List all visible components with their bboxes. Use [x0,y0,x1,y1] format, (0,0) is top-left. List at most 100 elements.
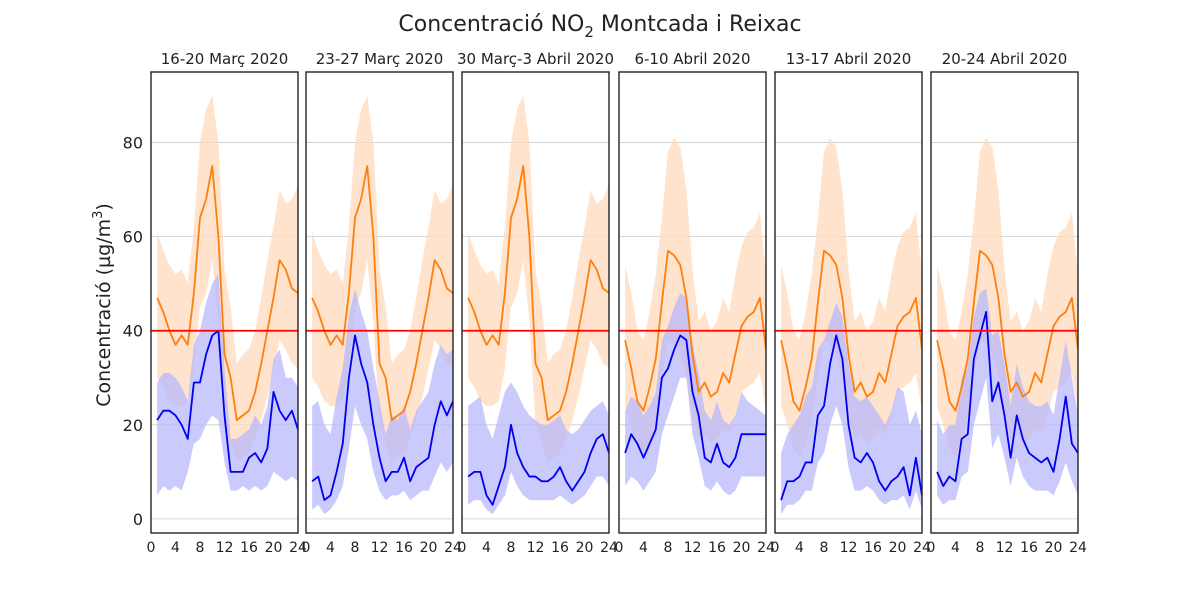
current-series-line [624,334,766,469]
panel-title: 16-20 Març 2020 [161,50,289,68]
current-range-band [937,288,1078,505]
panel-2: 23-27 Març 2020 0 4 8 12 16 20 24 [302,50,462,556]
panel-title: 13-17 Abril 2020 [786,50,912,68]
current-range-band [468,382,609,515]
x-tick-label-12: 12 [684,540,702,556]
x-tick-label-16: 16 [1020,540,1038,556]
x-tick-label-0: 0 [615,540,624,556]
chart-title-suffix: Montcada i Reixac [594,12,802,37]
panel-frame [305,71,454,534]
x-tick-label-24: 24 [1069,540,1087,556]
x-tick-label-16: 16 [240,540,258,556]
current-series-line [467,423,609,506]
x-tick-label-12: 12 [371,540,389,556]
x-tick-label-8: 8 [976,540,985,556]
x-tick-label-20: 20 [889,540,907,556]
x-tick-label-8: 8 [664,540,673,556]
x-tick-label-4: 4 [951,540,960,556]
y-tick-label-0: 0 [133,510,143,529]
x-tick-label-8: 8 [820,540,829,556]
x-tick-label-12: 12 [996,540,1014,556]
panel-3: 30 Març-3 Abril 2020 0 4 8 12 16 20 24 [457,50,618,556]
y-axis-label-end: ) [93,203,115,210]
y-tick-label-60: 60 [123,228,143,247]
current-series-line [156,329,298,473]
historic-series-line [311,165,453,422]
panel-6: 20-24 Abril 2020 0 4 8 12 16 20 24 [927,50,1087,556]
x-tick-label-24: 24 [289,540,307,556]
panel-title: 23-27 Març 2020 [316,50,444,68]
x-tick-label-20: 20 [265,540,283,556]
x-tick-label-12: 12 [840,540,858,556]
x-tick-label-24: 24 [757,540,775,556]
y-axis-label-main: Concentració (µg/m [93,219,115,407]
x-tick-label-20: 20 [576,540,594,556]
panel-frame [930,71,1079,534]
panel-title: 6-10 Abril 2020 [634,50,750,68]
x-tick-label-4: 4 [639,540,648,556]
x-tick-label-0: 0 [147,540,156,556]
x-tick-label-12: 12 [216,540,234,556]
panel-title: 20-24 Abril 2020 [942,50,1068,68]
panel-4: 6-10 Abril 2020 0 4 8 12 16 20 24 [615,50,775,556]
x-tick-label-0: 0 [458,540,467,556]
x-tick-label-20: 20 [420,540,438,556]
y-tick-label-40: 40 [123,322,143,341]
chart-title-prefix: Concentració NO [398,12,584,37]
current-series-line [936,311,1078,487]
historic-series-line [467,165,609,422]
x-tick-label-24: 24 [913,540,931,556]
panel-plot-area [624,137,766,496]
x-tick-label-16: 16 [864,540,882,556]
panel-plot-area [936,137,1078,505]
x-tick-label-8: 8 [351,540,360,556]
panel-title: 30 Març-3 Abril 2020 [457,50,614,68]
y-axis-label: Concentració (µg/m3) [91,203,115,407]
x-tick-label-0: 0 [302,540,311,556]
panel-plot-area [780,137,922,515]
y-tick-label-20: 20 [123,416,143,435]
x-tick-label-4: 4 [171,540,180,556]
x-tick-label-12: 12 [527,540,545,556]
y-tick-label-80: 80 [123,134,143,153]
x-tick-label-4: 4 [482,540,491,556]
x-tick-label-20: 20 [1045,540,1063,556]
x-tick-label-16: 16 [551,540,569,556]
historic-series-line [156,165,298,422]
panel-frame [150,71,299,534]
panel-frame [461,71,610,534]
y-axis-label-superscript: 3 [91,211,106,219]
historic-series-line [624,249,766,412]
current-series-line [311,334,453,501]
current-range-band [781,302,922,515]
x-tick-label-4: 4 [795,540,804,556]
current-range-band [157,274,298,496]
current-range-band [625,293,766,496]
x-tick-label-8: 8 [196,540,205,556]
panel-plot-area [156,95,298,496]
current-range-band [312,288,453,515]
chart-title: Concentració NO2 Montcada i Reixac [398,12,801,41]
x-tick-label-4: 4 [326,540,335,556]
historic-series-line [936,249,1078,412]
panel-plot-area [311,95,453,515]
x-tick-label-24: 24 [600,540,618,556]
historic-series-line [780,249,922,412]
panel-frame [618,71,767,534]
current-series-line [780,334,922,501]
x-tick-label-0: 0 [771,540,780,556]
x-tick-label-20: 20 [733,540,751,556]
panel-frame [774,71,923,534]
x-tick-label-0: 0 [927,540,936,556]
x-tick-label-8: 8 [507,540,516,556]
chart-title-subscript: 2 [584,23,594,41]
x-tick-label-16: 16 [708,540,726,556]
x-tick-label-24: 24 [444,540,462,556]
x-tick-label-16: 16 [395,540,413,556]
panel-5: 13-17 Abril 2020 0 4 8 12 16 20 24 [771,50,931,556]
panel-plot-area [467,95,609,515]
historic-range-band [468,95,609,463]
